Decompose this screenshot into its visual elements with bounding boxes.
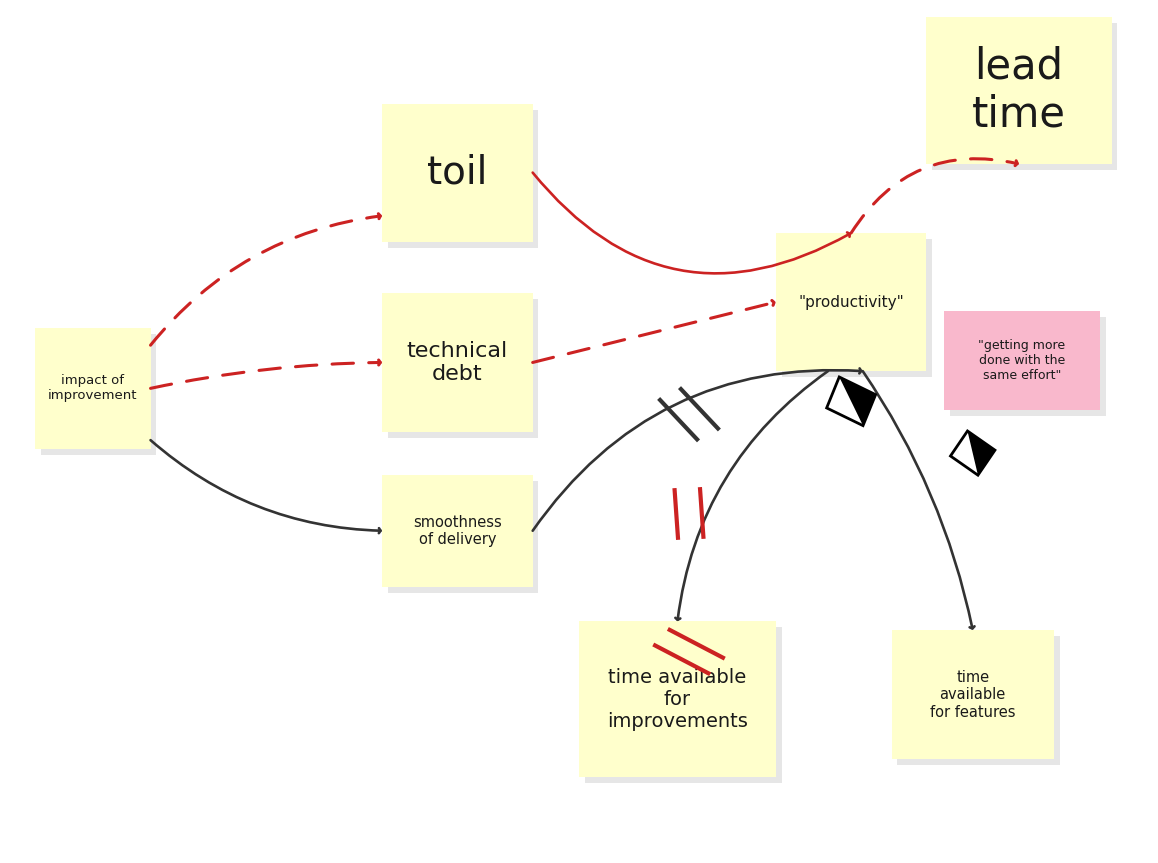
Text: impact of
improvement: impact of improvement [47,375,138,402]
FancyBboxPatch shape [388,299,538,438]
FancyBboxPatch shape [776,233,926,371]
FancyBboxPatch shape [585,627,782,783]
Polygon shape [827,377,875,425]
FancyBboxPatch shape [41,334,156,455]
FancyBboxPatch shape [897,636,1060,765]
FancyBboxPatch shape [892,630,1054,759]
Polygon shape [967,431,995,476]
FancyBboxPatch shape [944,311,1100,410]
Text: toil: toil [427,154,488,192]
FancyBboxPatch shape [932,23,1117,170]
FancyBboxPatch shape [382,104,533,242]
FancyBboxPatch shape [35,328,151,449]
Text: time
available
for features: time available for features [930,670,1016,720]
Text: smoothness
of delivery: smoothness of delivery [413,514,501,547]
Polygon shape [951,431,995,476]
FancyBboxPatch shape [388,481,538,593]
Text: technical
debt: technical debt [406,341,508,384]
Text: lead
time: lead time [972,46,1067,135]
FancyBboxPatch shape [950,317,1106,416]
FancyBboxPatch shape [388,110,538,248]
Text: time available
for
improvements: time available for improvements [607,667,748,731]
FancyBboxPatch shape [579,621,776,777]
FancyBboxPatch shape [382,293,533,432]
FancyBboxPatch shape [382,475,533,587]
FancyBboxPatch shape [926,17,1112,164]
FancyBboxPatch shape [782,239,932,377]
Text: "getting more
done with the
same effort": "getting more done with the same effort" [979,339,1065,381]
Polygon shape [840,377,875,425]
Text: "productivity": "productivity" [798,294,904,310]
